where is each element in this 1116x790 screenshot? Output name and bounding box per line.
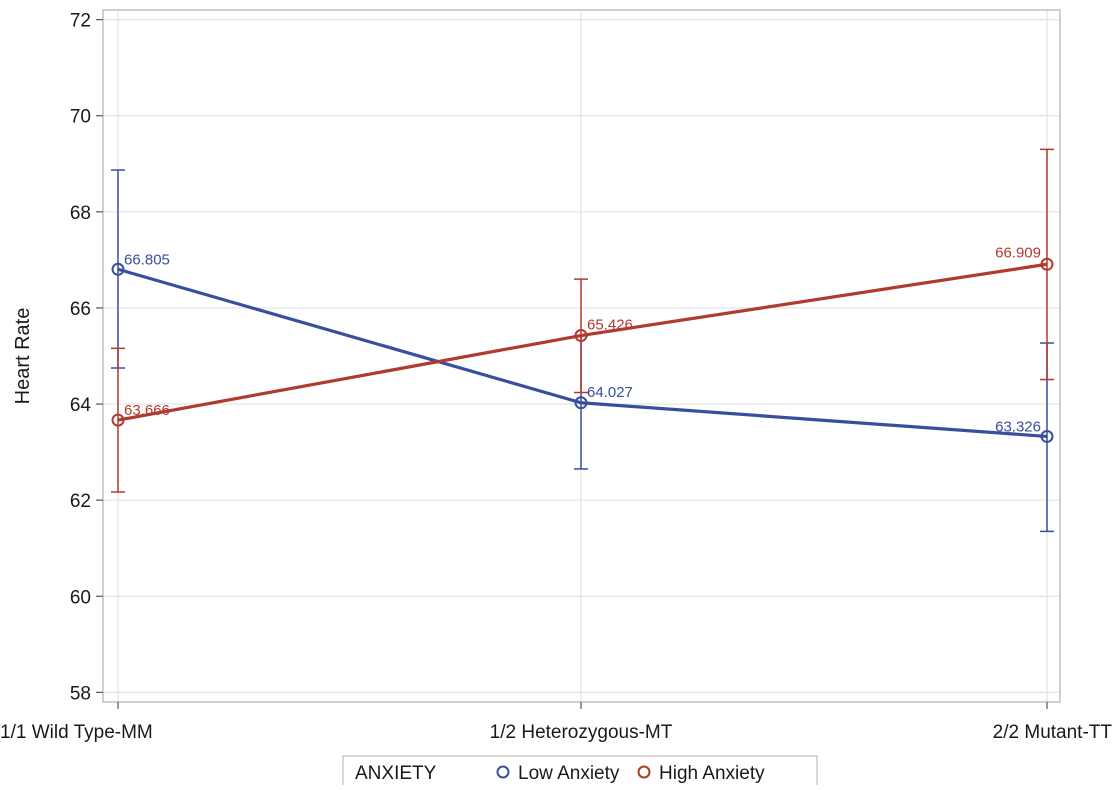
y-tick-label: 68 [70, 203, 91, 224]
data-point-low-anxiety [111, 262, 125, 276]
legend-box [342, 755, 818, 787]
x-tick-label: 2/2 Mutant-TT [993, 722, 1113, 743]
y-axis-title: Heart Rate [12, 308, 34, 405]
legend-marker-high-anxiety [637, 765, 651, 779]
legend-label-high-anxiety: High Anxiety [659, 763, 765, 784]
series-high-anxiety: 63.666 65.426 66.909 [111, 148, 1054, 493]
legend-marker-low-anxiety [496, 765, 510, 779]
y-tick-label: 58 [70, 683, 91, 704]
data-point-high-anxiety [1040, 257, 1054, 271]
data-label-high-anxiety: 66.909 [995, 244, 1041, 261]
series-layer: 66.805 64.027 63.326 63.666 65.426 66.909 [111, 148, 1054, 533]
data-label-high-anxiety: 65.426 [587, 317, 633, 334]
legend-label-low-anxiety: Low Anxiety [518, 763, 620, 784]
data-label-low-anxiety: 66.805 [124, 251, 170, 268]
data-point-high-anxiety [574, 329, 588, 343]
series-low-anxiety: 66.805 64.027 63.326 [111, 169, 1054, 533]
legend: ANXIETY Low Anxiety High Anxiety [342, 755, 818, 787]
data-label-low-anxiety: 64.027 [587, 384, 633, 401]
x-tick-label: 1/1 Wild Type-MM [0, 722, 153, 743]
data-label-low-anxiety: 63.326 [995, 418, 1041, 435]
series-line-low-anxiety [117, 267, 1048, 439]
y-tick-label: 60 [70, 587, 91, 608]
y-tick-label: 66 [70, 299, 91, 320]
y-tick-label: 62 [70, 491, 91, 512]
data-point-low-anxiety [1040, 429, 1054, 443]
y-axis: 58 60 62 64 66 68 70 72 [70, 11, 103, 704]
y-tick-label: 72 [70, 11, 91, 32]
data-point-high-anxiety [111, 413, 125, 427]
data-point-low-anxiety [574, 396, 588, 410]
x-tick-label: 1/2 Heterozygous-MT [490, 722, 673, 743]
legend-title: ANXIETY [355, 763, 437, 784]
y-tick-label: 64 [70, 395, 92, 416]
data-label-high-anxiety: 63.666 [124, 402, 170, 419]
x-axis: 1/1 Wild Type-MM 1/2 Heterozygous-MT 2/2 M… [0, 702, 1112, 743]
y-tick-label: 70 [70, 107, 91, 128]
